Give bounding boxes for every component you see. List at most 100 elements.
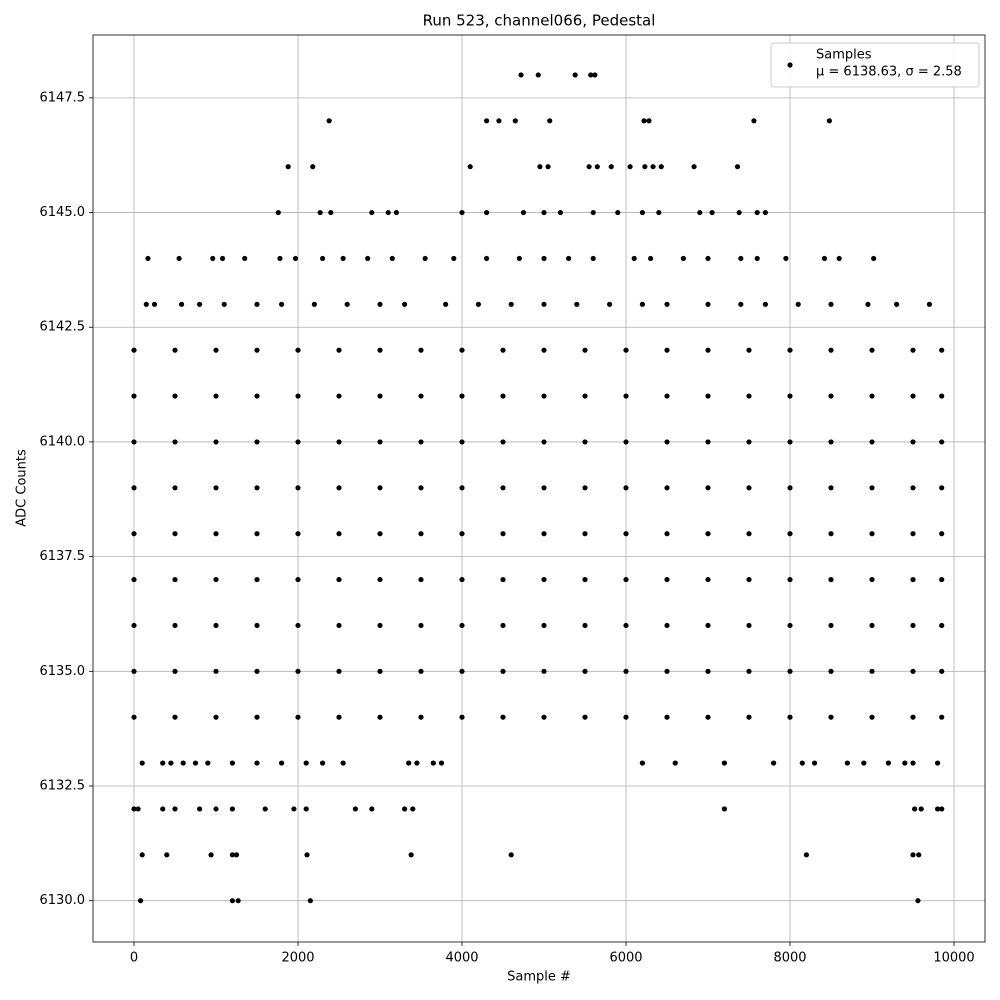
point — [213, 347, 219, 353]
point — [590, 255, 596, 262]
point — [658, 164, 664, 170]
point — [430, 760, 436, 766]
point — [242, 255, 248, 262]
point — [664, 485, 670, 491]
point — [518, 72, 524, 78]
point — [828, 301, 834, 307]
point — [828, 622, 834, 629]
point — [664, 622, 670, 629]
point — [582, 485, 588, 491]
point — [172, 806, 178, 812]
point — [151, 301, 158, 307]
point — [582, 714, 588, 720]
point — [406, 760, 412, 766]
point — [912, 806, 918, 812]
point — [799, 760, 805, 766]
point — [219, 255, 226, 262]
point — [292, 255, 299, 262]
point — [295, 622, 301, 629]
point — [709, 209, 715, 216]
point — [310, 164, 316, 170]
point — [496, 118, 502, 124]
point — [721, 760, 728, 766]
point — [139, 852, 145, 858]
point — [705, 668, 711, 674]
point — [414, 760, 420, 766]
point — [869, 485, 875, 491]
point — [254, 347, 260, 353]
point — [915, 898, 921, 904]
point — [418, 439, 424, 445]
point — [131, 531, 137, 537]
point — [705, 393, 711, 399]
point — [168, 760, 174, 766]
point — [336, 714, 342, 720]
point — [172, 668, 178, 674]
point — [393, 209, 400, 216]
point — [459, 347, 465, 353]
point — [131, 576, 137, 583]
point — [664, 714, 670, 720]
point — [939, 393, 945, 399]
point — [229, 898, 236, 904]
legend-marker — [787, 62, 793, 68]
point — [754, 255, 760, 262]
point — [664, 301, 670, 307]
point — [418, 622, 424, 629]
point — [254, 485, 260, 491]
point — [787, 393, 793, 399]
point — [680, 255, 687, 262]
point — [131, 714, 137, 720]
point — [443, 301, 449, 307]
point — [320, 255, 326, 262]
point — [910, 347, 916, 353]
point — [828, 714, 834, 720]
y-tick-label: 6142.5 — [40, 320, 86, 335]
point — [541, 393, 547, 399]
point — [787, 668, 793, 674]
point — [328, 209, 334, 216]
point — [512, 118, 518, 124]
point — [592, 72, 598, 78]
point — [861, 760, 867, 766]
point — [180, 760, 186, 766]
point — [828, 531, 834, 537]
point — [197, 301, 203, 307]
point — [377, 347, 383, 353]
point — [500, 347, 506, 353]
point — [582, 531, 588, 537]
point — [213, 531, 219, 537]
point — [131, 393, 137, 399]
point — [303, 760, 309, 766]
point — [131, 806, 137, 812]
point — [484, 255, 490, 262]
point — [586, 164, 592, 170]
point — [172, 714, 178, 720]
point — [885, 760, 892, 766]
point — [295, 576, 301, 583]
point — [213, 439, 219, 445]
point — [939, 439, 945, 445]
point — [939, 806, 945, 812]
point — [939, 714, 945, 720]
legend-box — [770, 42, 980, 88]
point — [210, 255, 216, 262]
point — [131, 439, 137, 445]
point — [762, 301, 769, 307]
point — [516, 255, 523, 262]
plot-frame — [92, 34, 986, 943]
point — [520, 209, 527, 216]
point — [369, 806, 375, 812]
point — [535, 72, 541, 78]
point — [408, 852, 414, 858]
point — [451, 255, 457, 262]
y-tick-label: 6137.5 — [40, 549, 86, 564]
x-tick-label: 4000 — [445, 951, 478, 966]
point — [894, 301, 900, 307]
point — [623, 531, 629, 537]
point — [787, 439, 793, 445]
point — [385, 209, 391, 216]
point — [541, 485, 547, 491]
point — [594, 164, 600, 170]
